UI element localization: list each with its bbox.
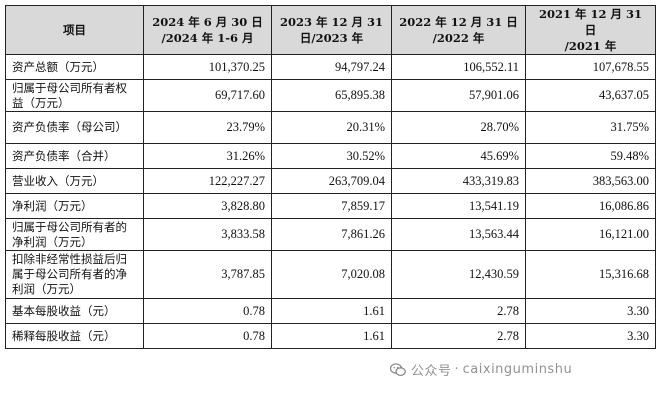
cell-value: 57,901.06 — [391, 79, 526, 112]
cell-value: 13,541.19 — [391, 193, 526, 219]
cell-value: 2.78 — [391, 323, 526, 349]
cell-value: 12,430.59 — [391, 250, 526, 299]
cell-value: 433,319.83 — [391, 168, 526, 194]
row-label: 归属于母公司所有者权益（万元） — [5, 79, 144, 112]
cell-value: 106,552.11 — [391, 54, 526, 80]
cell-value: 3.30 — [525, 323, 656, 349]
row-label: 扣除非经常性损益后归属于母公司所有者的净利润（万元） — [5, 250, 144, 299]
header-2023: 2023 年 12 月 31 日/2023 年 — [271, 5, 392, 55]
table-row: 归属于母公司所有者的净利润（万元） 3,833.58 7,861.26 13,5… — [5, 218, 656, 251]
cell-value: 3.30 — [525, 298, 656, 324]
table-row: 资产负债率（合并） 31.26% 30.52% 45.69% 59.48% — [5, 143, 656, 169]
table-row: 扣除非经常性损益后归属于母公司所有者的净利润（万元） 3,787.85 7,02… — [5, 250, 656, 299]
wechat-icon — [390, 362, 406, 377]
cell-value: 7,859.17 — [271, 193, 392, 219]
row-label: 归属于母公司所有者的净利润（万元） — [5, 218, 144, 251]
cell-value: 13,563.44 — [391, 218, 526, 251]
cell-value: 3,828.80 — [143, 193, 272, 219]
table-row: 归属于母公司所有者权益（万元） 69,717.60 65,895.38 57,9… — [5, 79, 656, 112]
table-header-row: 项目 2024 年 6 月 30 日 /2024 年 1-6 月 2023 年 … — [5, 5, 656, 55]
cell-value: 7,020.08 — [271, 250, 392, 299]
wechat-watermark: 公众号 · caixinguminshu — [390, 360, 572, 379]
cell-value: 0.78 — [143, 298, 272, 324]
cell-value: 107,678.55 — [525, 54, 656, 80]
cell-value: 1.61 — [271, 298, 392, 324]
row-label: 净利润（万元） — [5, 193, 144, 219]
cell-value: 23.79% — [143, 111, 272, 144]
table-row: 营业收入（万元） 122,227.27 263,709.04 433,319.8… — [5, 168, 656, 194]
cell-value: 16,121.00 — [525, 218, 656, 251]
watermark-source: 公众号 — [411, 364, 452, 379]
header-item: 项目 — [5, 5, 144, 55]
cell-value: 16,086.86 — [525, 193, 656, 219]
row-label: 资产负债率（合并） — [5, 143, 144, 169]
financial-table-container: 项目 2024 年 6 月 30 日 /2024 年 1-6 月 2023 年 … — [5, 5, 656, 349]
cell-value: 31.75% — [525, 111, 656, 144]
table-row: 净利润（万元） 3,828.80 7,859.17 13,541.19 16,0… — [5, 193, 656, 219]
cell-value: 263,709.04 — [271, 168, 392, 194]
cell-value: 7,861.26 — [271, 218, 392, 251]
cell-value: 20.31% — [271, 111, 392, 144]
cell-value: 65,895.38 — [271, 79, 392, 112]
cell-value: 2.78 — [391, 298, 526, 324]
row-label: 稀释每股收益（元） — [5, 323, 144, 349]
header-2024h1: 2024 年 6 月 30 日 /2024 年 1-6 月 — [143, 5, 272, 55]
table-row: 基本每股收益（元） 0.78 1.61 2.78 3.30 — [5, 298, 656, 324]
row-label: 资产总额（万元） — [5, 54, 144, 80]
cell-value: 69,717.60 — [143, 79, 272, 112]
cell-value: 15,316.68 — [525, 250, 656, 299]
cell-value: 1.61 — [271, 323, 392, 349]
cell-value: 101,370.25 — [143, 54, 272, 80]
cell-value: 383,563.00 — [525, 168, 656, 194]
cell-value: 59.48% — [525, 143, 656, 169]
table-row: 稀释每股收益（元） 0.78 1.61 2.78 3.30 — [5, 323, 656, 349]
header-2022: 2022 年 12 月 31 日 /2022 年 — [391, 5, 526, 55]
financial-data-table: 项目 2024 年 6 月 30 日 /2024 年 1-6 月 2023 年 … — [5, 5, 656, 349]
row-label: 基本每股收益（元） — [5, 298, 144, 324]
watermark-separator: · — [454, 362, 459, 377]
cell-value: 43,637.05 — [525, 79, 656, 112]
cell-value: 0.78 — [143, 323, 272, 349]
table-row: 资产负债率（母公司） 23.79% 20.31% 28.70% 31.75% — [5, 111, 656, 144]
row-label: 营业收入（万元） — [5, 168, 144, 194]
cell-value: 122,227.27 — [143, 168, 272, 194]
cell-value: 3,787.85 — [143, 250, 272, 299]
cell-value: 28.70% — [391, 111, 526, 144]
cell-value: 31.26% — [143, 143, 272, 169]
row-label: 资产负债率（母公司） — [5, 111, 144, 144]
cell-value: 30.52% — [271, 143, 392, 169]
table-row: 资产总额（万元） 101,370.25 94,797.24 106,552.11… — [5, 54, 656, 80]
cell-value: 3,833.58 — [143, 218, 272, 251]
header-2021: 2021 年 12 月 31 日 /2021 年 — [525, 5, 656, 55]
cell-value: 45.69% — [391, 143, 526, 169]
watermark-account: caixinguminshu — [462, 362, 573, 377]
cell-value: 94,797.24 — [271, 54, 392, 80]
